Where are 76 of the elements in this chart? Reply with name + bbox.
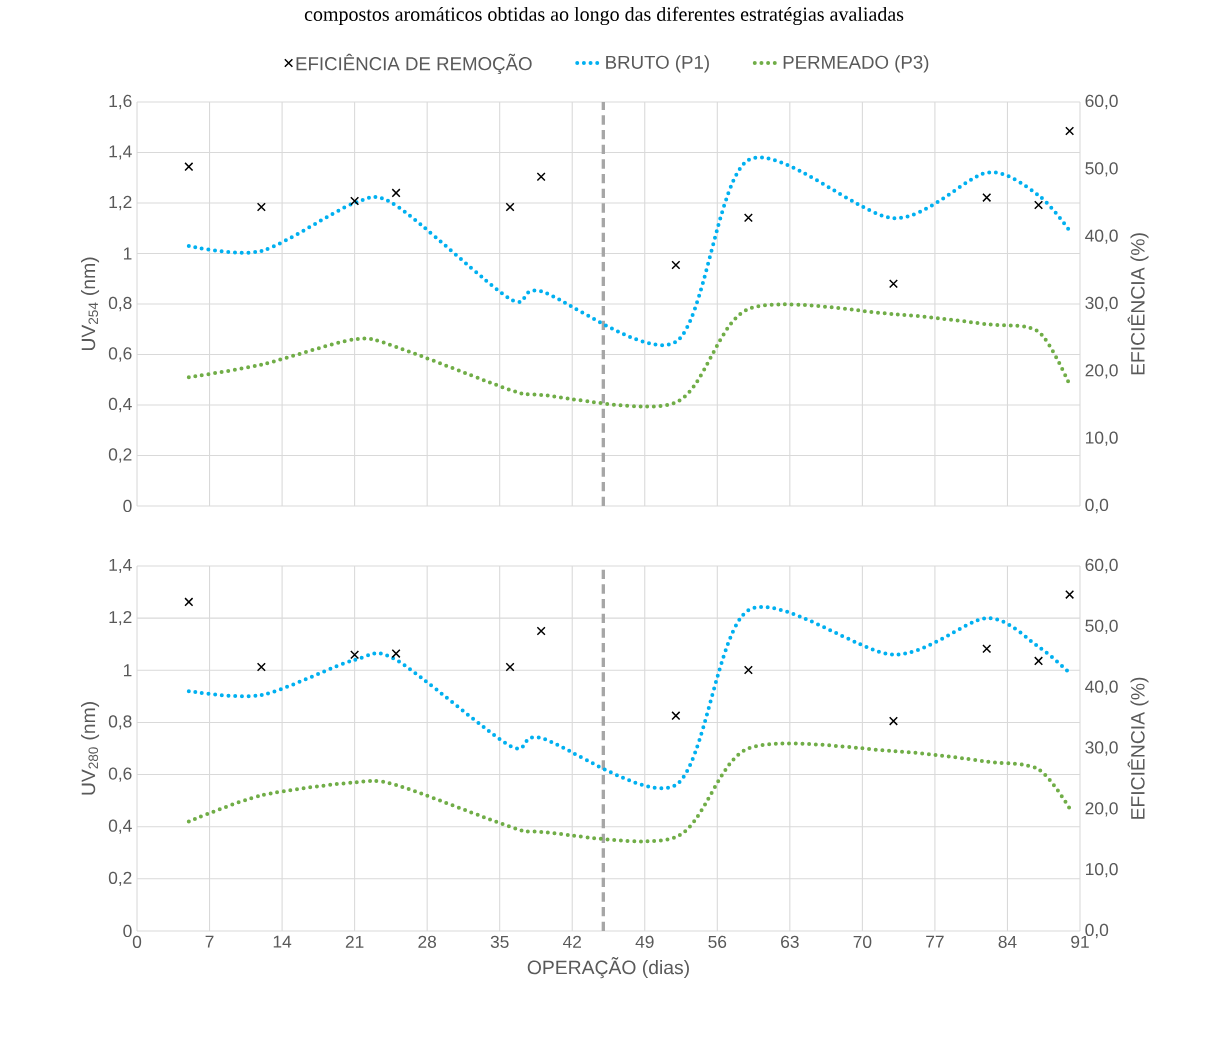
point: [505, 662, 515, 672]
point: [1065, 126, 1075, 136]
x-tick-label: 70: [853, 935, 872, 948]
y-tick-label: 1: [123, 664, 132, 677]
legend-label: EFICIÊNCIA DE REMOÇÃO: [296, 53, 532, 75]
x-axis-title: OPERAÇÃO (dias): [527, 957, 689, 979]
y-axis-title: UV$_{280}$ (nm): [81, 702, 100, 795]
chart-title: compostos aromáticos obtidas ao longo das diferentes estratégias avaliadas: [304, 6, 904, 26]
point: [391, 188, 401, 198]
x-tick-label: 21: [345, 935, 364, 948]
point: [256, 202, 266, 212]
y-tick-label: 1,4: [109, 558, 132, 574]
x-tick-label: 42: [562, 935, 581, 948]
point: [505, 202, 515, 212]
point: [184, 597, 194, 607]
y2-tick-label: 60,0: [1085, 558, 1118, 574]
x-tick-label: 0: [132, 935, 142, 948]
x-tick-label: 7: [205, 935, 214, 948]
y2-tick-label: 30,0: [1085, 296, 1118, 312]
y2-tick-label: 30,0: [1085, 741, 1118, 756]
y2-tick-label: 40,0: [1085, 229, 1118, 244]
y2-axis-title: EFICIÊNCIA (%): [1127, 233, 1149, 375]
y-tick-label: 0,4: [108, 397, 132, 413]
point: [256, 662, 266, 672]
point: [888, 716, 898, 726]
point: [1034, 200, 1044, 210]
x-tick-label: 84: [998, 935, 1017, 948]
y2-tick-label: 10,0: [1086, 862, 1118, 878]
point: [536, 626, 546, 636]
y2-tick-label: 40,0: [1085, 680, 1118, 695]
point: [671, 711, 681, 721]
x-tick-label: 14: [273, 935, 292, 948]
legend-label: PERMEADO (P3): [783, 55, 929, 73]
y2-tick-label: 60,0: [1085, 94, 1118, 110]
y-tick-label: 0: [123, 924, 132, 938]
y2-tick-label: 20,0: [1085, 364, 1118, 379]
point: [888, 279, 898, 289]
point: [982, 193, 992, 203]
y-tick-label: 1,2: [109, 610, 132, 626]
x-tick-label: 49: [635, 935, 654, 948]
y-tick-label: 1,4: [109, 145, 132, 160]
point: [743, 213, 753, 223]
y2-axis-title: EFICIÊNCIA (%): [1127, 677, 1149, 819]
y-tick-label: 0,8: [108, 715, 132, 730]
y-axis-title: UV$_{254}$ (nm): [81, 257, 100, 351]
x-tick-label: 28: [418, 935, 437, 948]
x-tick-label: 77: [926, 935, 944, 948]
y-tick-label: 0,2: [108, 448, 132, 463]
y2-tick-label: 0,0: [1085, 498, 1109, 514]
point: [391, 649, 401, 659]
x-tick-label: 56: [708, 935, 727, 948]
point: [350, 650, 360, 660]
point: [536, 172, 546, 182]
y-tick-label: 1,2: [109, 195, 132, 211]
y-tick-label: 0,4: [108, 819, 132, 834]
point: [982, 644, 992, 654]
point: [184, 162, 194, 172]
y-tick-label: 0,2: [108, 871, 132, 886]
point: [350, 196, 360, 206]
point: [1034, 656, 1044, 666]
y2-tick-label: 20,0: [1085, 802, 1118, 817]
y-tick-label: 0,8: [108, 296, 132, 312]
y-tick-label: 0,6: [108, 347, 132, 362]
x-tick-label: 35: [490, 935, 509, 948]
point: [743, 665, 753, 675]
y-tick-label: 1,6: [109, 94, 132, 110]
y-tick-label: 0,6: [108, 767, 132, 782]
legend-label: BRUTO (P1): [606, 55, 709, 73]
y-tick-label: 1: [123, 247, 132, 260]
y2-tick-label: 10,0: [1086, 431, 1118, 446]
y2-tick-label: 50,0: [1085, 619, 1118, 634]
point: [671, 260, 681, 270]
x-tick-label: 63: [781, 935, 799, 948]
y-tick-label: 0: [123, 499, 132, 513]
point: [1065, 590, 1075, 600]
y2-tick-label: 50,0: [1085, 162, 1118, 177]
